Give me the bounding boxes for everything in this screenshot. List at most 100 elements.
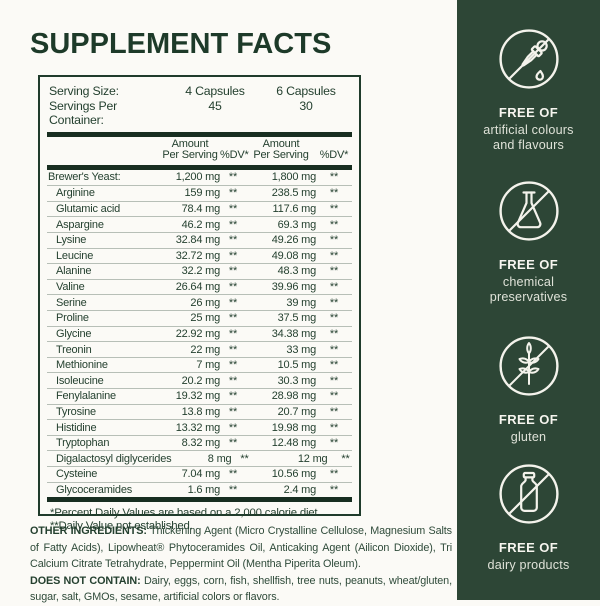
servings-per-container-col1: 45 xyxy=(208,98,222,113)
nutrient-row: Fenylalanine 19.32 mg ** 28.98 mg ** xyxy=(47,388,352,404)
nutrient-row: Treonin 22 mg ** 33 mg ** xyxy=(47,341,352,357)
nutrient-name: Aspargine xyxy=(56,218,104,231)
amount-per-serving-2: 30.3 mg xyxy=(277,374,317,387)
wheat-icon xyxy=(498,336,559,396)
dv-2: ** xyxy=(329,359,339,372)
nutrient-name: Treonin xyxy=(56,343,92,356)
dv-2: ** xyxy=(329,171,339,184)
amount-per-serving-2: 19.98 mg xyxy=(271,421,316,434)
nutrient-name: Proline xyxy=(56,312,89,325)
nutrient-row: Valine 26.64 mg ** 39.96 mg ** xyxy=(47,278,352,295)
dropper-icon xyxy=(498,29,559,89)
nutrient-name: Fenylalanine xyxy=(56,390,116,403)
amount-per-serving-1: 13.8 mg xyxy=(181,405,221,418)
dv-header-2: %DV* xyxy=(319,148,349,161)
amount-per-serving-2: 10.5 mg xyxy=(277,359,317,372)
nutrient-row: Methionine 7 mg ** 10.5 mg ** xyxy=(47,356,352,373)
dv-2: ** xyxy=(329,203,339,216)
amount-per-serving-2: 39 mg xyxy=(286,296,316,309)
amount-per-serving-1: 19.32 mg xyxy=(175,390,220,403)
amount-per-serving-2: 238.5 mg xyxy=(271,187,316,200)
badge-title: FREE OF xyxy=(498,257,559,272)
nutrient-name: Leucine xyxy=(56,249,94,262)
servings-per-container-row: Servings Per Container: 45 30 xyxy=(49,99,352,128)
ingredients-text: OTHER INGREDIENTS: Thickening Agent (Mic… xyxy=(30,523,452,606)
nutrient-row: Cysteine 7.04 mg ** 10.56 mg ** xyxy=(47,466,352,482)
dv-1: ** xyxy=(228,203,238,216)
nutrient-name: Valine xyxy=(56,281,85,294)
dv-2: ** xyxy=(329,483,339,496)
dv-2: ** xyxy=(329,218,339,231)
badge-title: FREE OF xyxy=(498,540,559,555)
dv-2: ** xyxy=(329,187,339,200)
label-panel: SUPPLEMENT FACTS Serving Size: 4 Capsule… xyxy=(30,28,452,603)
free-of-sidebar: FREE OF artificial colours and flavours … xyxy=(457,0,600,600)
amount-per-serving-1: 8.32 mg xyxy=(181,437,221,450)
dv-2: ** xyxy=(329,281,339,294)
serving-info: Serving Size: 4 Capsules 6 Capsules Serv… xyxy=(47,81,352,130)
dv-2: ** xyxy=(329,343,339,356)
nutrient-name: Tryptophan xyxy=(56,437,110,450)
nutrient-row: Glutamic acid 78.4 mg ** 117.6 mg ** xyxy=(47,200,352,217)
amount-per-serving-1: 26 mg xyxy=(190,296,220,309)
dv-1: ** xyxy=(228,218,238,231)
amount-per-serving-2: 33 mg xyxy=(286,343,316,356)
nutrient-rows: Brewer's Yeast: 1,200 mg ** 1,800 mg ** Argin… xyxy=(47,170,352,498)
nutrient-name: Brewer's Yeast: xyxy=(48,171,121,184)
nutrient-row: Isoleucine 20.2 mg ** 30.3 mg ** xyxy=(47,372,352,388)
nutrient-name: Serine xyxy=(56,296,87,309)
servings-per-container-label: Servings Per Container: xyxy=(49,98,117,128)
amount-per-serving-1: 78.4 mg xyxy=(181,203,221,216)
dv-1: ** xyxy=(228,171,238,184)
badge-subtitle: chemical preservatives xyxy=(489,275,568,304)
amount-per-serving-1: 1.6 mg xyxy=(187,483,221,496)
amount-per-serving-2: 34.38 mg xyxy=(271,327,316,340)
nutrient-name: Arginine xyxy=(56,187,95,200)
amount-per-serving-1: 7 mg xyxy=(196,359,220,372)
dv-2: ** xyxy=(329,437,339,450)
badge-gluten: FREE OF gluten xyxy=(457,334,600,445)
amount-per-serving-1: 1,200 mg xyxy=(175,171,220,184)
other-ingredients-body: Thickening Agent (Micro Crystalline Cell… xyxy=(30,525,452,571)
dv-1: ** xyxy=(228,421,238,434)
milk-bottle-icon xyxy=(498,464,559,524)
amount-per-serving-header-1: Amount Per Serving xyxy=(162,137,218,161)
dv-1: ** xyxy=(228,265,238,278)
dv-header-1: %DV* xyxy=(220,148,249,161)
nutrient-row: Digalactosyl diglycerides 8 mg ** 12 mg ** xyxy=(47,450,352,466)
nutrient-name: Alanine xyxy=(56,265,92,278)
amount-per-serving-2: 37.5 mg xyxy=(277,312,317,325)
nutrient-row: Tryptophan 8.32 mg ** 12.48 mg ** xyxy=(47,434,352,451)
nutrient-row: Serine 26 mg ** 39 mg ** xyxy=(47,294,352,310)
nutrient-name: Tyrosine xyxy=(56,405,96,418)
badge-title: FREE OF xyxy=(498,412,559,427)
dv-2: ** xyxy=(329,249,339,262)
nutrient-name: Histidine xyxy=(56,421,97,434)
badge-subtitle: artificial colours and flavours xyxy=(483,123,574,152)
dv-1: ** xyxy=(228,234,238,247)
footnote-percent-dv: *Percent Daily Values are based on a 2,0… xyxy=(50,507,321,520)
nutrient-name: Cysteine xyxy=(56,468,98,481)
serving-size-label: Serving Size: xyxy=(49,84,119,98)
amount-per-serving-2: 49.26 mg xyxy=(271,234,316,247)
other-ingredients-label: OTHER INGREDIENTS: xyxy=(30,525,147,537)
nutrient-name: Digalactosyl diglycerides xyxy=(56,452,172,465)
dv-2: ** xyxy=(329,327,339,340)
amount-per-serving-1: 32.72 mg xyxy=(175,249,220,262)
amount-per-serving-2: 10.56 mg xyxy=(271,468,316,481)
amount-per-serving-2: 28.98 mg xyxy=(271,390,316,403)
nutrient-name: Isoleucine xyxy=(56,374,104,387)
amount-per-serving-2: 49.08 mg xyxy=(271,249,316,262)
other-ingredients: OTHER INGREDIENTS: Thickening Agent (Mic… xyxy=(30,523,452,573)
dv-2: ** xyxy=(329,421,339,434)
dv-2: ** xyxy=(329,374,339,387)
nutrient-row: Aspargine 46.2 mg ** 69.3 mg ** xyxy=(47,216,352,232)
divider-bar xyxy=(47,164,352,170)
footnote-dv-not-established: **Daily Value not established. xyxy=(50,520,193,533)
dv-2: ** xyxy=(341,452,350,465)
nutrient-name: Glutamic acid xyxy=(56,203,121,216)
nutrient-row: Leucine 32.72 mg ** 49.08 mg ** xyxy=(47,247,352,264)
amount-per-serving-1: 46.2 mg xyxy=(181,218,221,231)
dv-1: ** xyxy=(240,452,249,465)
nutrient-name: Glycine xyxy=(56,327,92,340)
